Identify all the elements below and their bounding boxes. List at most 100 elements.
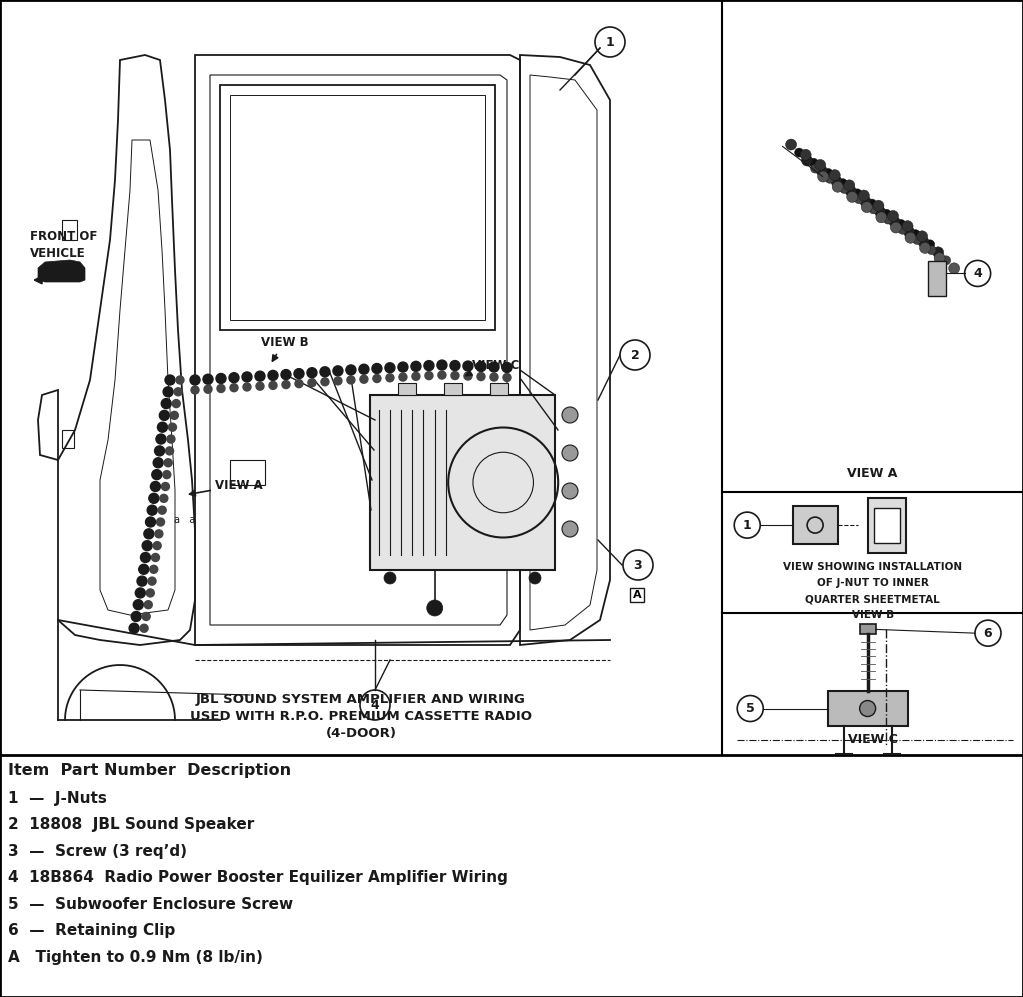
Circle shape (190, 375, 201, 385)
Circle shape (817, 171, 829, 182)
Circle shape (503, 374, 510, 382)
Text: (4-DOOR): (4-DOOR) (325, 727, 397, 740)
Circle shape (832, 181, 843, 192)
Text: VIEW A: VIEW A (215, 479, 263, 492)
Circle shape (800, 150, 811, 161)
Circle shape (171, 412, 178, 420)
Circle shape (191, 386, 199, 394)
Circle shape (163, 387, 173, 397)
Circle shape (282, 381, 290, 389)
Polygon shape (38, 260, 85, 282)
Circle shape (308, 379, 316, 387)
Text: VIEW B: VIEW B (851, 610, 894, 620)
Circle shape (868, 199, 877, 208)
Bar (928, 261, 945, 296)
Circle shape (927, 245, 936, 254)
Circle shape (795, 148, 804, 158)
Circle shape (975, 620, 1000, 646)
Bar (230, 460, 265, 485)
Circle shape (917, 231, 928, 242)
Circle shape (830, 169, 840, 180)
Circle shape (320, 367, 330, 377)
Text: 5: 5 (746, 702, 755, 715)
Circle shape (321, 378, 329, 386)
Circle shape (268, 371, 278, 381)
Circle shape (860, 195, 871, 206)
Circle shape (562, 483, 578, 499)
Circle shape (933, 247, 943, 258)
Circle shape (411, 361, 420, 371)
Text: 1: 1 (606, 36, 615, 49)
Circle shape (735, 512, 760, 538)
Circle shape (926, 240, 935, 249)
Circle shape (502, 363, 512, 373)
Text: 2: 2 (630, 349, 639, 362)
Circle shape (294, 369, 304, 379)
Circle shape (824, 168, 833, 177)
Circle shape (911, 229, 920, 238)
Circle shape (174, 388, 182, 396)
Text: 3: 3 (633, 558, 642, 571)
Bar (370, 395, 555, 570)
Circle shape (934, 252, 945, 263)
Circle shape (164, 459, 172, 467)
Circle shape (814, 160, 826, 170)
Circle shape (166, 447, 174, 455)
Circle shape (623, 550, 653, 580)
Circle shape (918, 236, 929, 247)
Text: 1: 1 (743, 518, 752, 531)
Circle shape (890, 222, 901, 233)
Circle shape (160, 411, 170, 421)
Circle shape (905, 232, 916, 243)
Text: 4: 4 (370, 699, 380, 712)
Text: a   a: a a (174, 515, 195, 525)
Circle shape (146, 589, 154, 597)
Circle shape (360, 690, 390, 720)
Text: OF J-NUT TO INNER: OF J-NUT TO INNER (816, 578, 929, 588)
Circle shape (142, 540, 152, 550)
Circle shape (229, 373, 239, 383)
Circle shape (147, 505, 158, 515)
Circle shape (438, 371, 446, 379)
Circle shape (847, 191, 857, 202)
Circle shape (882, 209, 891, 218)
Circle shape (802, 156, 812, 166)
Circle shape (157, 518, 165, 526)
Circle shape (172, 400, 180, 408)
Circle shape (810, 165, 819, 173)
Circle shape (427, 600, 443, 616)
Circle shape (562, 445, 578, 461)
Circle shape (154, 529, 163, 537)
Bar (859, 624, 876, 634)
Circle shape (965, 260, 990, 286)
Circle shape (920, 242, 931, 253)
Circle shape (595, 27, 625, 57)
Circle shape (139, 564, 148, 574)
Circle shape (451, 372, 459, 380)
Circle shape (913, 235, 922, 244)
Text: VIEW SHOWING INSTALLATION: VIEW SHOWING INSTALLATION (783, 562, 963, 572)
Circle shape (158, 422, 168, 432)
Bar (793, 506, 838, 544)
Bar (490, 383, 508, 395)
Circle shape (256, 382, 264, 390)
Circle shape (838, 178, 847, 187)
Bar (398, 383, 415, 395)
Circle shape (489, 362, 499, 372)
Circle shape (437, 360, 447, 370)
Circle shape (176, 376, 184, 384)
Text: 6  —  Retaining Clip: 6 — Retaining Clip (8, 923, 175, 938)
Bar (868, 498, 905, 553)
Circle shape (360, 375, 368, 383)
Text: FRONT OF
VEHICLE: FRONT OF VEHICLE (30, 230, 97, 260)
Circle shape (169, 423, 176, 431)
Circle shape (844, 179, 855, 190)
Circle shape (145, 517, 155, 527)
Circle shape (386, 374, 394, 382)
Circle shape (840, 184, 849, 193)
Circle shape (162, 483, 170, 491)
Circle shape (203, 374, 213, 384)
Circle shape (150, 482, 161, 492)
Circle shape (144, 528, 153, 538)
Circle shape (941, 256, 950, 265)
